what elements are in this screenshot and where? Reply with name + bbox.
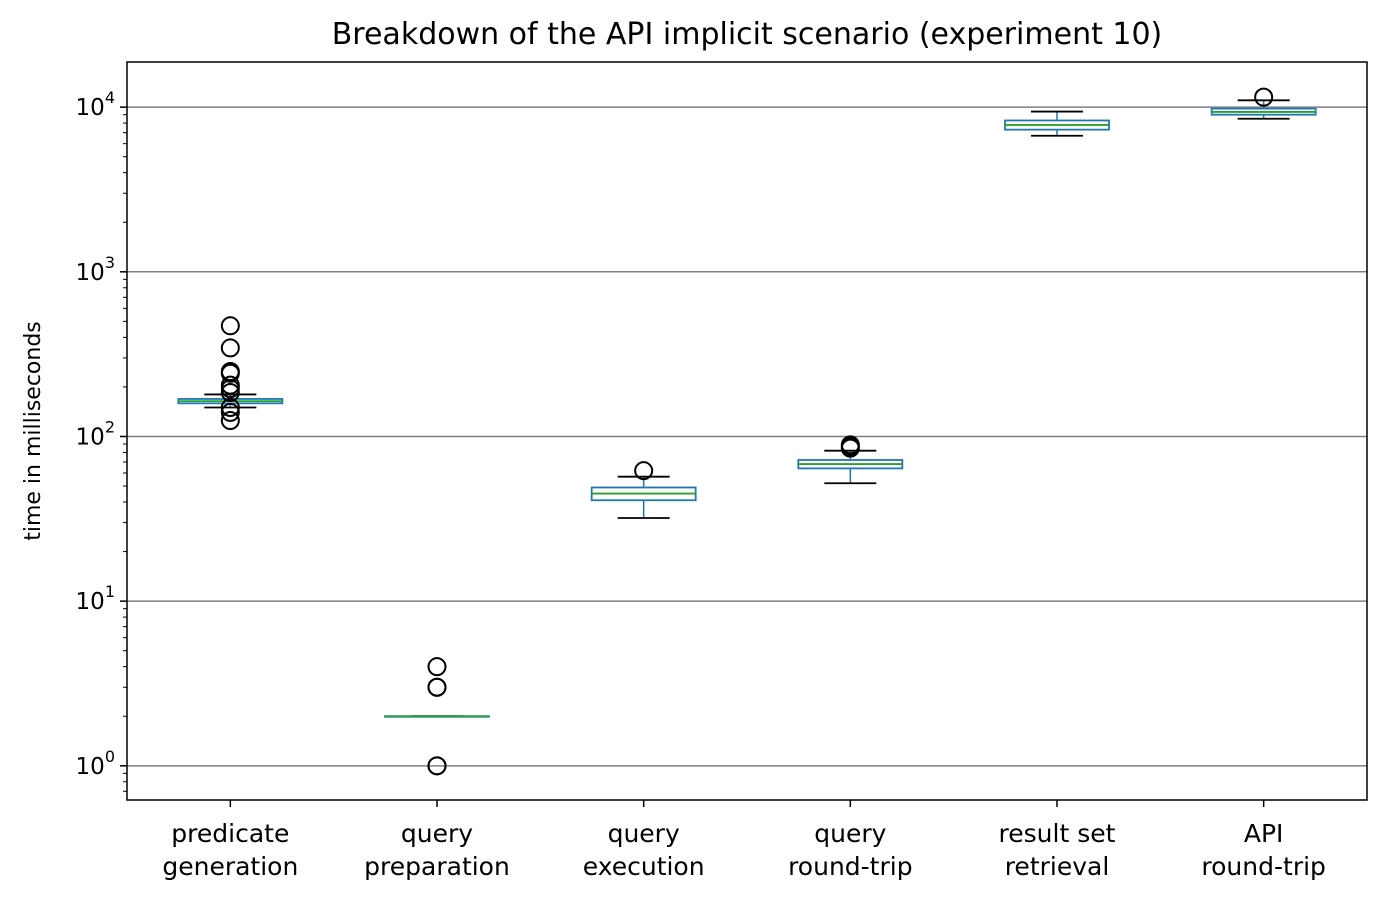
x-tick-label-line2: generation [162,852,298,881]
x-tick-label-line2: round-trip [1201,852,1326,881]
x-tick-label-line2: preparation [364,852,510,881]
outlier-point [634,461,654,481]
box-group [177,316,284,431]
outlier-point [427,657,447,677]
x-tick-label-line1: query [814,819,886,848]
box-group [1004,110,1110,137]
y-axis-label: time in milliseconds [21,321,46,541]
y-tick-label: 104 [76,88,115,121]
x-tick-label-line1: result set [999,819,1116,848]
y-tick-label: 102 [76,417,115,450]
plot-frame [126,61,1368,801]
box-group [1210,87,1317,120]
x-tick-label-line1: query [401,819,473,848]
y-tick-label: 100 [76,747,115,780]
outlier-point [220,316,240,336]
box-group [384,657,490,776]
outlier-point [220,397,240,417]
outlier-point [220,338,240,358]
outlier-point [1254,87,1274,107]
y-tick-label: 103 [76,253,115,286]
outlier-point [220,402,240,422]
outlier-point [220,363,240,383]
box-group [590,461,697,519]
x-tick-label-line2: retrieval [1005,852,1110,881]
x-tick-label-line1: query [608,819,680,848]
outlier-point [427,756,447,776]
outlier-point [220,411,240,431]
outlier-point [840,438,860,458]
x-tick-label-line2: execution [583,852,705,881]
outlier-point [427,677,447,697]
x-tick-label-line1: API [1244,819,1284,848]
x-tick-label-line1: predicate [171,819,289,848]
chart-title: Breakdown of the API implicit scenario (… [332,17,1163,52]
y-tick-label: 101 [76,582,115,615]
box-group [797,435,904,485]
outlier-point [220,382,240,402]
x-tick-label-line2: round-trip [788,852,913,881]
